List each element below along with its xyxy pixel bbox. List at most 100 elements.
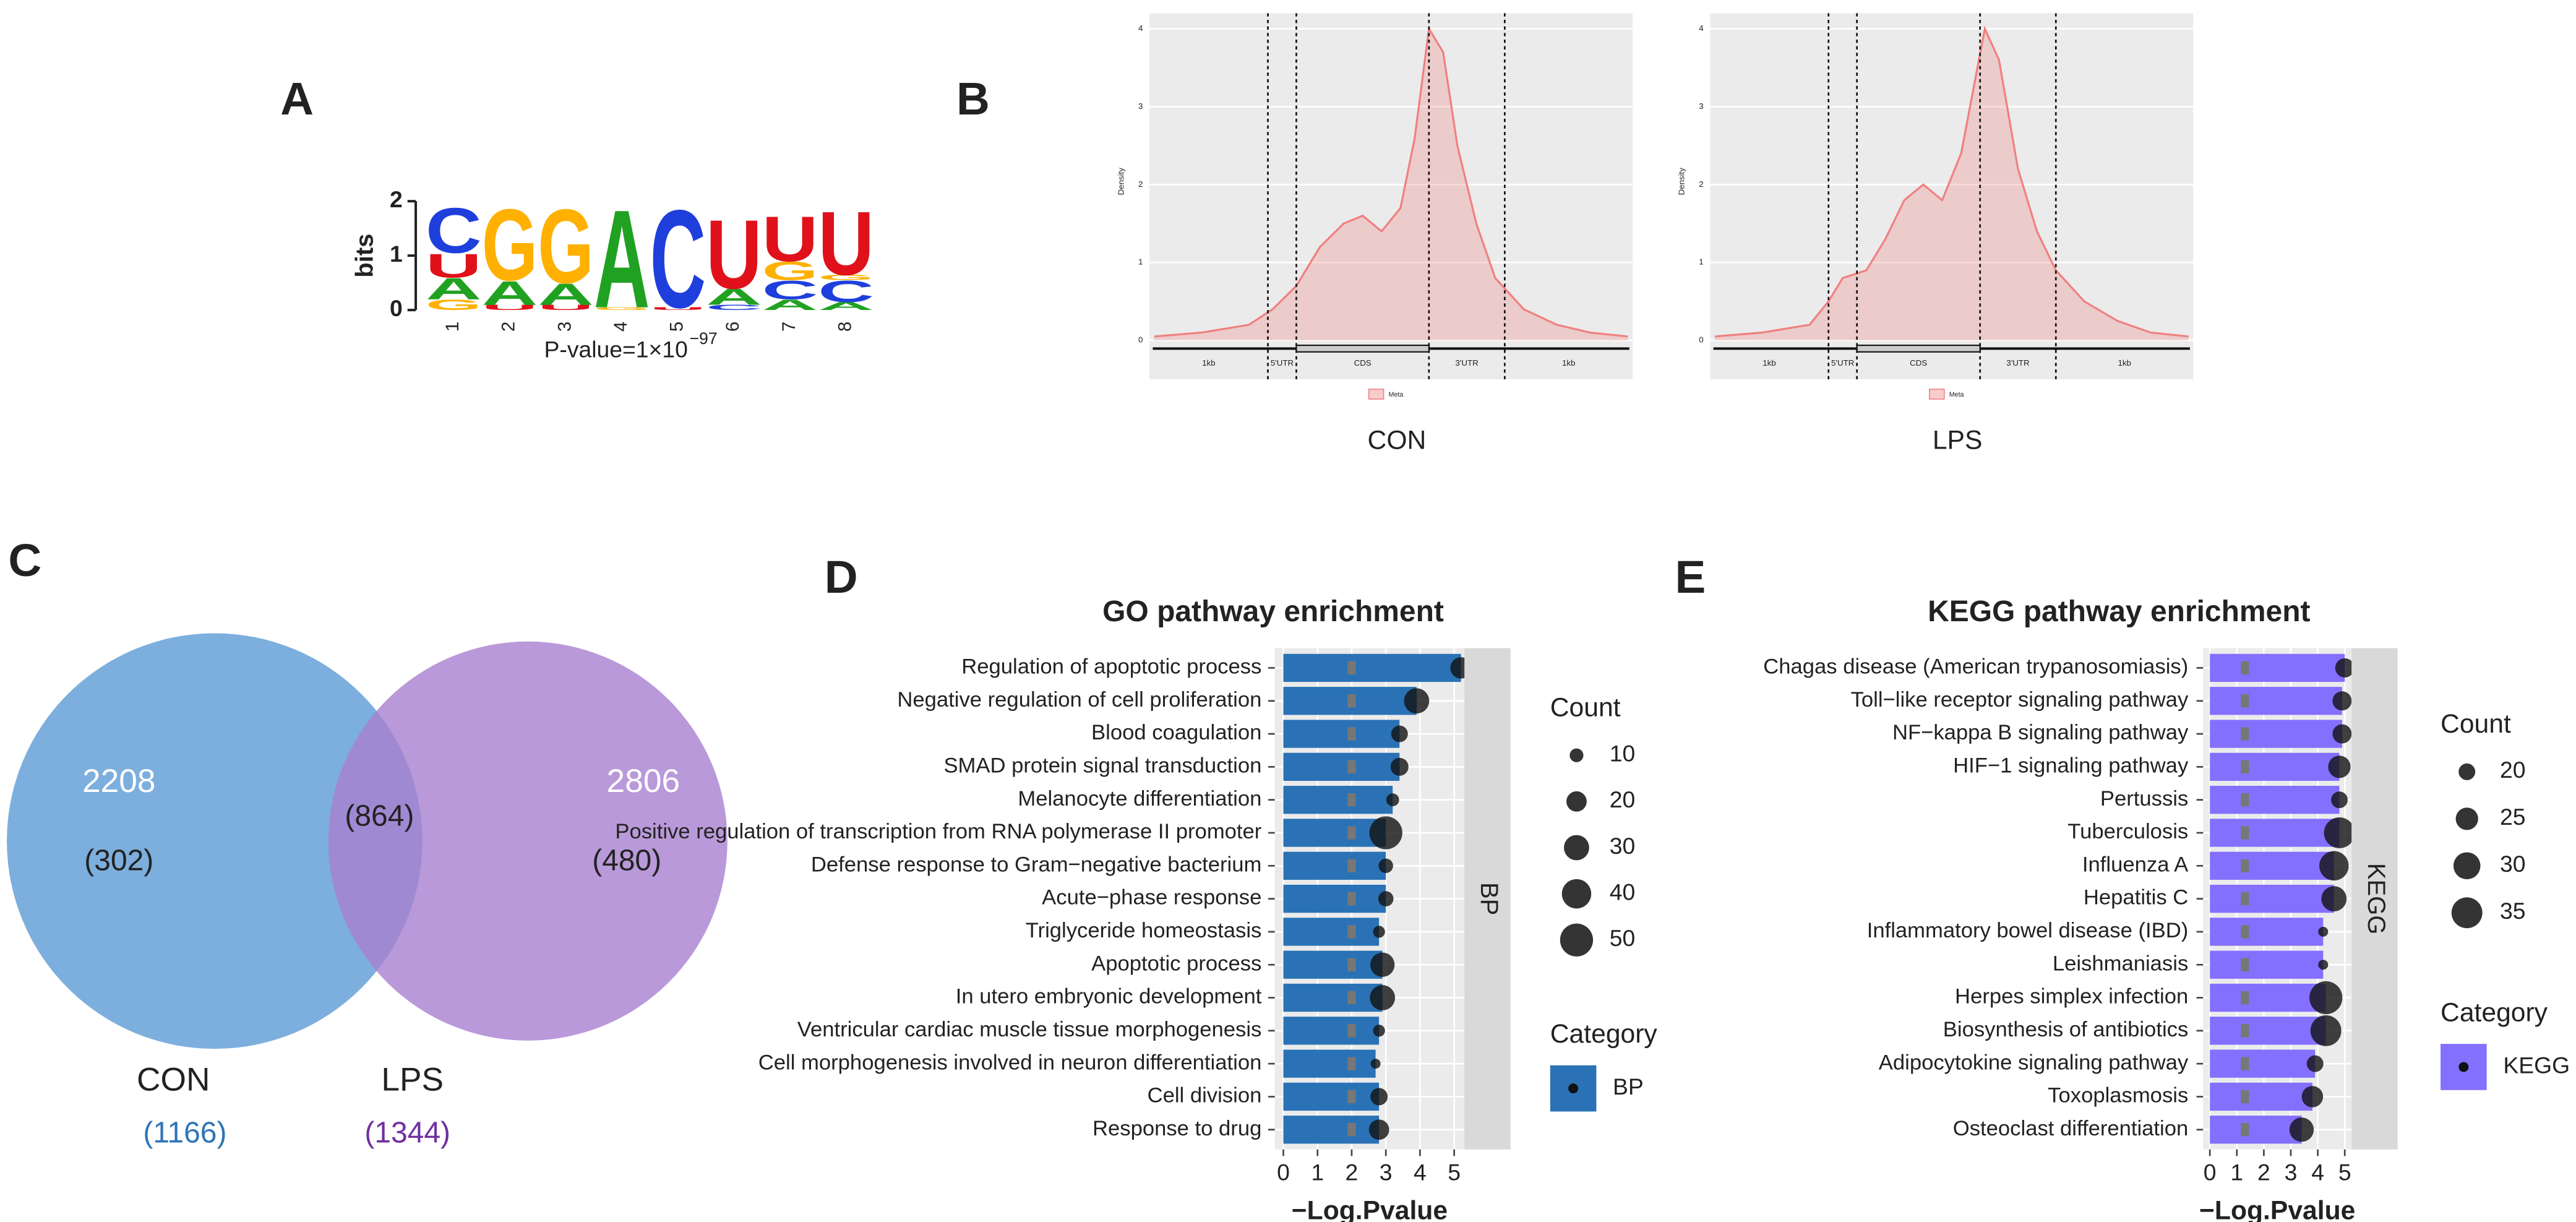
- bubble: [2319, 851, 2349, 881]
- size-key: [1569, 748, 1584, 762]
- logo-letter: G: [482, 187, 538, 302]
- bar: [1283, 1082, 1380, 1111]
- threshold-dash: [2241, 892, 2249, 906]
- bubble: [2301, 1086, 2324, 1108]
- bubble: [2289, 1117, 2314, 1142]
- x-tick-label: 0: [2204, 1160, 2217, 1185]
- category-key-dot: [1568, 1083, 1579, 1094]
- set-name: CON: [137, 1062, 210, 1098]
- bubble: [1370, 1088, 1388, 1106]
- y-tick-label: SMAD protein signal transduction: [943, 754, 1261, 778]
- region-label: CDS: [1354, 358, 1372, 368]
- y-tick-label: 2: [1138, 179, 1143, 189]
- bubble: [1368, 1119, 1389, 1140]
- legend-title: Category: [2441, 997, 2548, 1027]
- size-key: [2458, 763, 2476, 780]
- bar: [2210, 819, 2340, 847]
- panel-label: A: [280, 72, 314, 124]
- bar: [1283, 884, 1386, 913]
- threshold-dash: [2241, 1057, 2249, 1070]
- density-line: [1154, 25, 1628, 338]
- y-tick-label: Inflammatory bowel disease (IBD): [1867, 919, 2189, 942]
- area-fill: [1714, 28, 2189, 341]
- bar: [2210, 1082, 2312, 1111]
- threshold-dash: [2241, 925, 2249, 939]
- x-tick-label: 1: [2230, 1160, 2243, 1185]
- y-tick-label: Toll−like receptor signaling pathway: [1851, 688, 2189, 712]
- threshold-dash: [1347, 694, 1356, 708]
- bubble: [1378, 858, 1393, 874]
- size-key-label: 40: [1610, 879, 1636, 905]
- threshold-dash: [1347, 859, 1356, 872]
- y-tick-label: Positive regulation of transcription fro…: [615, 820, 1261, 843]
- y-tick-label: Influenza A: [2082, 853, 2189, 876]
- legend-title: Category: [1550, 1019, 1658, 1049]
- bubble: [2332, 691, 2352, 711]
- threshold-dash: [2241, 958, 2249, 971]
- size-key-label: 30: [2500, 851, 2526, 877]
- set-unique: 2806: [607, 763, 680, 799]
- cds-box: [1295, 345, 1430, 353]
- y-tick-label: Negative regulation of cell proliferatio…: [897, 688, 1261, 712]
- y-tick-label: In utero embryonic development: [956, 985, 1262, 1009]
- threshold-dash: [2241, 826, 2249, 840]
- legend-key: [1929, 389, 1945, 400]
- bubble: [2331, 791, 2348, 809]
- facet-strip: [2351, 648, 2398, 1150]
- logo-letter: G: [538, 187, 594, 306]
- threshold-dash: [1347, 1057, 1356, 1070]
- logo-letter: U: [426, 247, 482, 285]
- set-total: (1344): [364, 1116, 450, 1149]
- threshold-dash: [2241, 727, 2249, 741]
- y-tick-label: HIF−1 signaling pathway: [1953, 754, 2189, 778]
- y-tick-label: Triglyceride homeostasis: [1026, 919, 1262, 942]
- panel-label: E: [1675, 551, 1706, 603]
- logo-letter: C: [706, 303, 762, 312]
- y-tick-label: NF−kappa B signaling pathway: [1892, 721, 2189, 744]
- chart-title: KEGG pathway enrichment: [1928, 595, 2310, 628]
- threshold-dash: [1347, 760, 1356, 774]
- y-tick-label: Chagas disease (American trypanosomiasis…: [1763, 655, 2188, 679]
- legend-label: Meta: [1949, 391, 1964, 398]
- bubble: [2335, 658, 2355, 678]
- y-axis-label: Density: [1116, 168, 1125, 196]
- bar: [2210, 1116, 2302, 1144]
- x-tick-label: 0: [1277, 1160, 1290, 1185]
- y-tick-label: Regulation of apoptotic process: [961, 655, 1261, 679]
- legend-label: Meta: [1389, 391, 1404, 398]
- set-unique-sub: (302): [84, 845, 153, 877]
- threshold-dash: [1347, 1024, 1356, 1038]
- bar: [2210, 687, 2342, 715]
- bubble: [2306, 1055, 2324, 1072]
- facet-strip: [1464, 648, 1511, 1150]
- threshold-dash: [2241, 1090, 2249, 1104]
- bubble: [1391, 725, 1408, 742]
- y-tick-label: Leishmaniasis: [2053, 952, 2188, 975]
- y-tick-label: Hepatitis C: [2084, 886, 2188, 910]
- plot-caption: CON: [1368, 426, 1427, 455]
- y-tick-label: 4: [1699, 24, 1704, 33]
- threshold-dash: [2241, 760, 2249, 774]
- threshold-dash: [1347, 826, 1356, 840]
- y-tick-label: 4: [1138, 24, 1143, 33]
- bar: [1283, 819, 1386, 847]
- size-key-label: 35: [2500, 898, 2526, 924]
- threshold-dash: [2241, 1123, 2249, 1137]
- set-unique-sub: (480): [592, 845, 661, 877]
- size-key: [1566, 791, 1587, 812]
- bubble: [1370, 952, 1395, 977]
- set-name: LPS: [381, 1062, 444, 1098]
- logo-letter: A: [594, 181, 650, 337]
- x-tick-label: 1: [442, 322, 463, 332]
- bar: [1283, 1049, 1376, 1078]
- bar: [1283, 1116, 1380, 1144]
- size-key: [1564, 835, 1589, 861]
- threshold-dash: [2241, 793, 2249, 807]
- region-label: 3'UTR: [1455, 358, 1478, 368]
- size-key: [2451, 897, 2483, 929]
- x-tick-label: 3: [554, 322, 575, 332]
- y-tick-label: Blood coagulation: [1091, 721, 1261, 744]
- logo-letter: U: [762, 203, 818, 275]
- bar: [1283, 851, 1386, 880]
